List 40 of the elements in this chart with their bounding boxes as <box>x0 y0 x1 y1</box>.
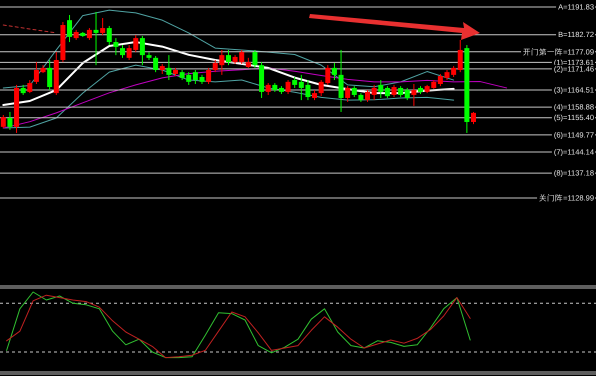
candlestick <box>20 84 26 96</box>
candlestick <box>120 44 126 58</box>
candlestick <box>286 80 291 95</box>
candlestick <box>67 14 72 43</box>
candlestick <box>292 76 298 88</box>
candlestick <box>332 62 337 81</box>
candlestick <box>411 83 416 106</box>
candlestick <box>133 34 138 53</box>
candlestick <box>74 29 79 40</box>
candlestick <box>312 90 318 101</box>
candlestick <box>113 38 118 56</box>
candlestick <box>206 67 212 84</box>
candlestick <box>266 82 271 96</box>
candlestick <box>7 111 12 130</box>
candlestick <box>47 59 52 91</box>
candlestick <box>140 35 145 66</box>
candlestick <box>94 11 99 66</box>
candlestick <box>252 49 258 68</box>
candlestick <box>226 49 231 66</box>
candlestick <box>166 54 172 81</box>
candlestick <box>352 86 357 98</box>
candlestick <box>219 49 224 76</box>
candlestick <box>160 63 165 74</box>
candlestick <box>404 87 410 101</box>
candlestick <box>100 18 106 36</box>
candlestick <box>126 44 132 60</box>
candlestick <box>246 57 251 68</box>
candlestick <box>338 49 344 112</box>
candlestick <box>212 59 218 73</box>
candlestick <box>106 25 112 46</box>
candlestick <box>27 80 32 94</box>
candlestick <box>318 80 324 97</box>
candlestick <box>392 84 397 98</box>
candlestick <box>345 86 350 102</box>
candlestick <box>398 86 404 98</box>
candlestick <box>0 114 6 129</box>
candlestick <box>470 111 476 125</box>
candlestick <box>153 56 158 73</box>
candlestick <box>325 64 330 86</box>
candlestick <box>86 28 92 40</box>
